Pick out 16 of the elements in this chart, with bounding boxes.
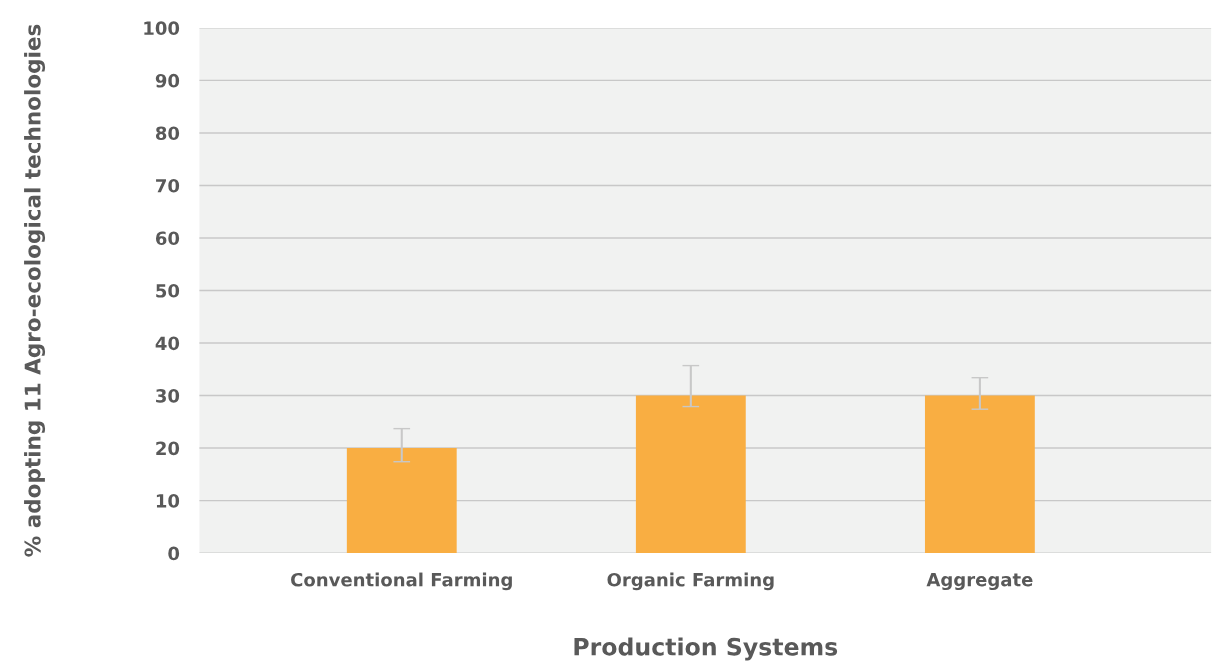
y-tick-label: 90 (155, 73, 180, 88)
y-tick-label: 40 (155, 336, 180, 351)
y-tick-label: 100 (144, 21, 180, 35)
y-tick-label: 80 (155, 126, 180, 141)
x-tick-label: Conventional Farming (291, 572, 512, 591)
y-tick-label: 30 (156, 389, 180, 403)
x-tick-label: Aggregate (926, 572, 1033, 591)
x-axis-title: Production Systems (574, 637, 838, 661)
y-tick-label: 20 (156, 441, 180, 456)
y-tick-label: 60 (155, 231, 180, 246)
y-tick-label: 70 (156, 178, 180, 193)
y-axis-title: % adopting 11 Agro-ecological technologies (24, 24, 46, 557)
y-tick-label: 0 (168, 546, 180, 561)
y-tick-label: 50 (156, 283, 180, 298)
x-tick-label: Organic Farming (607, 572, 774, 591)
y-tick-label: 10 (156, 494, 180, 508)
